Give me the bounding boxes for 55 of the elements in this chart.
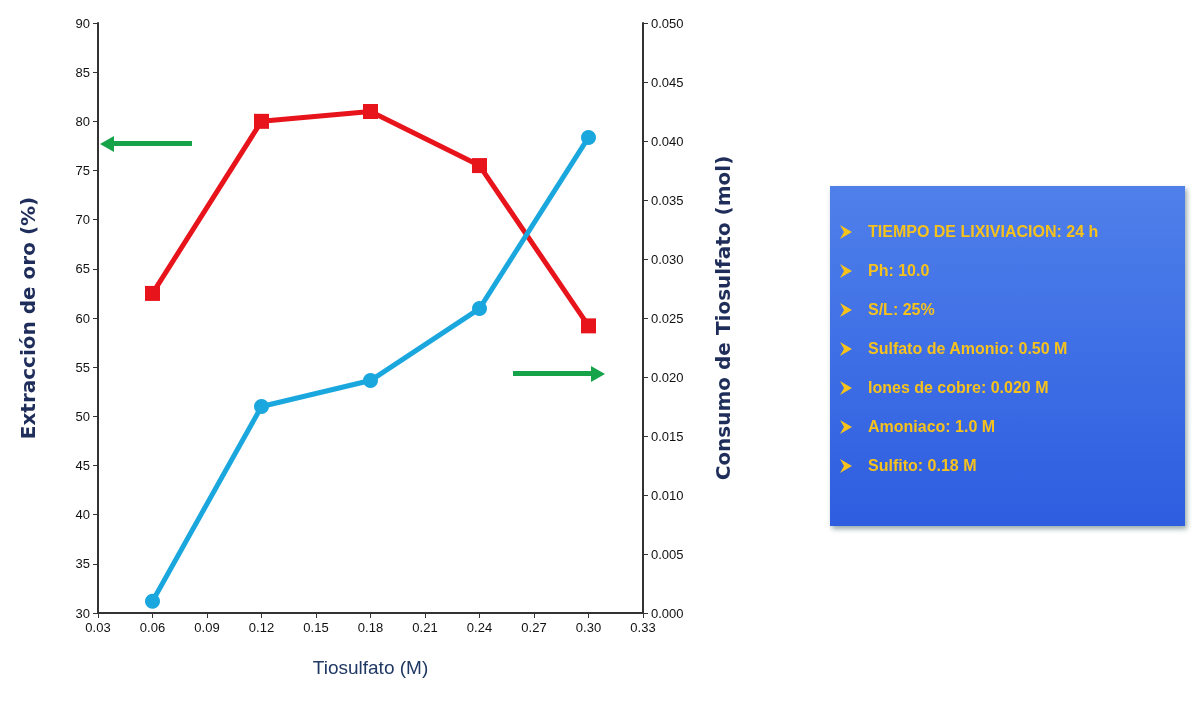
x-tick-label: 0.21 <box>412 620 438 635</box>
y-tick-label: 65 <box>75 261 90 277</box>
x-tick-label: 0.33 <box>630 620 656 635</box>
y2-tick-label: 0.025 <box>651 310 684 326</box>
y-tick-label: 60 <box>75 310 90 326</box>
y2-tick-label: 0.015 <box>651 428 684 444</box>
y-axis-title: Extracción de oro (%) <box>16 196 40 440</box>
y-tick-label: 50 <box>75 408 90 424</box>
y-tick-label: 40 <box>75 507 90 523</box>
x-tick-label: 0.03 <box>85 620 111 635</box>
text: TIEMPO DE LIXIVIACION: 24 h <box>868 222 1099 241</box>
text: Sulfato de Amonio: 0.50 M <box>868 339 1068 358</box>
y-tick-label: 55 <box>75 359 90 375</box>
y-tick-label: 75 <box>75 163 90 178</box>
y2-tick-label: 0.035 <box>651 192 684 208</box>
y2-tick-label: 0.020 <box>651 369 684 385</box>
y-tick-label: 80 <box>75 113 90 129</box>
y-tick-label: 45 <box>75 458 90 473</box>
y2-tick-label: 0.030 <box>651 251 684 267</box>
point <box>363 104 378 119</box>
text: Ph: 10.0 <box>868 261 930 280</box>
text: S/L: 25% <box>868 300 935 319</box>
y2-tick-label: 0.040 <box>651 133 684 149</box>
x-axis-title: Tiosulfato (M) <box>312 657 429 678</box>
y-tick-label: 90 <box>75 15 90 31</box>
text: Amoniaco: 1.0 M <box>868 417 996 436</box>
x-tick-label: 0.15 <box>303 620 329 635</box>
y2-axis-title: Consumo de Tiosulfato (mol) <box>711 155 735 481</box>
point <box>472 158 487 174</box>
text: Sulfito: 0.18 M <box>868 456 977 475</box>
x-tick-label: 0.12 <box>248 620 275 635</box>
y-tick-label: 35 <box>75 556 90 572</box>
x-tick-label: 0.18 <box>357 620 384 635</box>
y2-tick-label: 0.000 <box>651 605 684 621</box>
y2-tick-label: 0.010 <box>651 487 684 503</box>
y-tick-label: 85 <box>75 64 90 80</box>
x-tick-label: 0.27 <box>521 620 547 635</box>
point <box>145 285 160 301</box>
x-tick-label: 0.06 <box>139 620 166 635</box>
x-tick-label: 0.30 <box>575 620 602 635</box>
text: Iones de cobre: 0.020 M <box>868 378 1049 397</box>
y2-tick-label: 0.050 <box>651 15 684 31</box>
y2-tick-label: 0.005 <box>651 546 684 562</box>
point <box>145 593 160 609</box>
x-tick-label: 0.09 <box>194 620 220 635</box>
point <box>581 318 596 334</box>
point <box>254 399 269 414</box>
x-tick-label: 0.24 <box>466 620 493 635</box>
point <box>472 301 487 317</box>
point <box>581 129 596 145</box>
point <box>363 373 378 389</box>
y-tick-label: 70 <box>75 212 90 228</box>
y2-tick-label: 0.045 <box>651 74 684 90</box>
y-tick-label: 30 <box>75 605 90 621</box>
point <box>254 113 269 129</box>
